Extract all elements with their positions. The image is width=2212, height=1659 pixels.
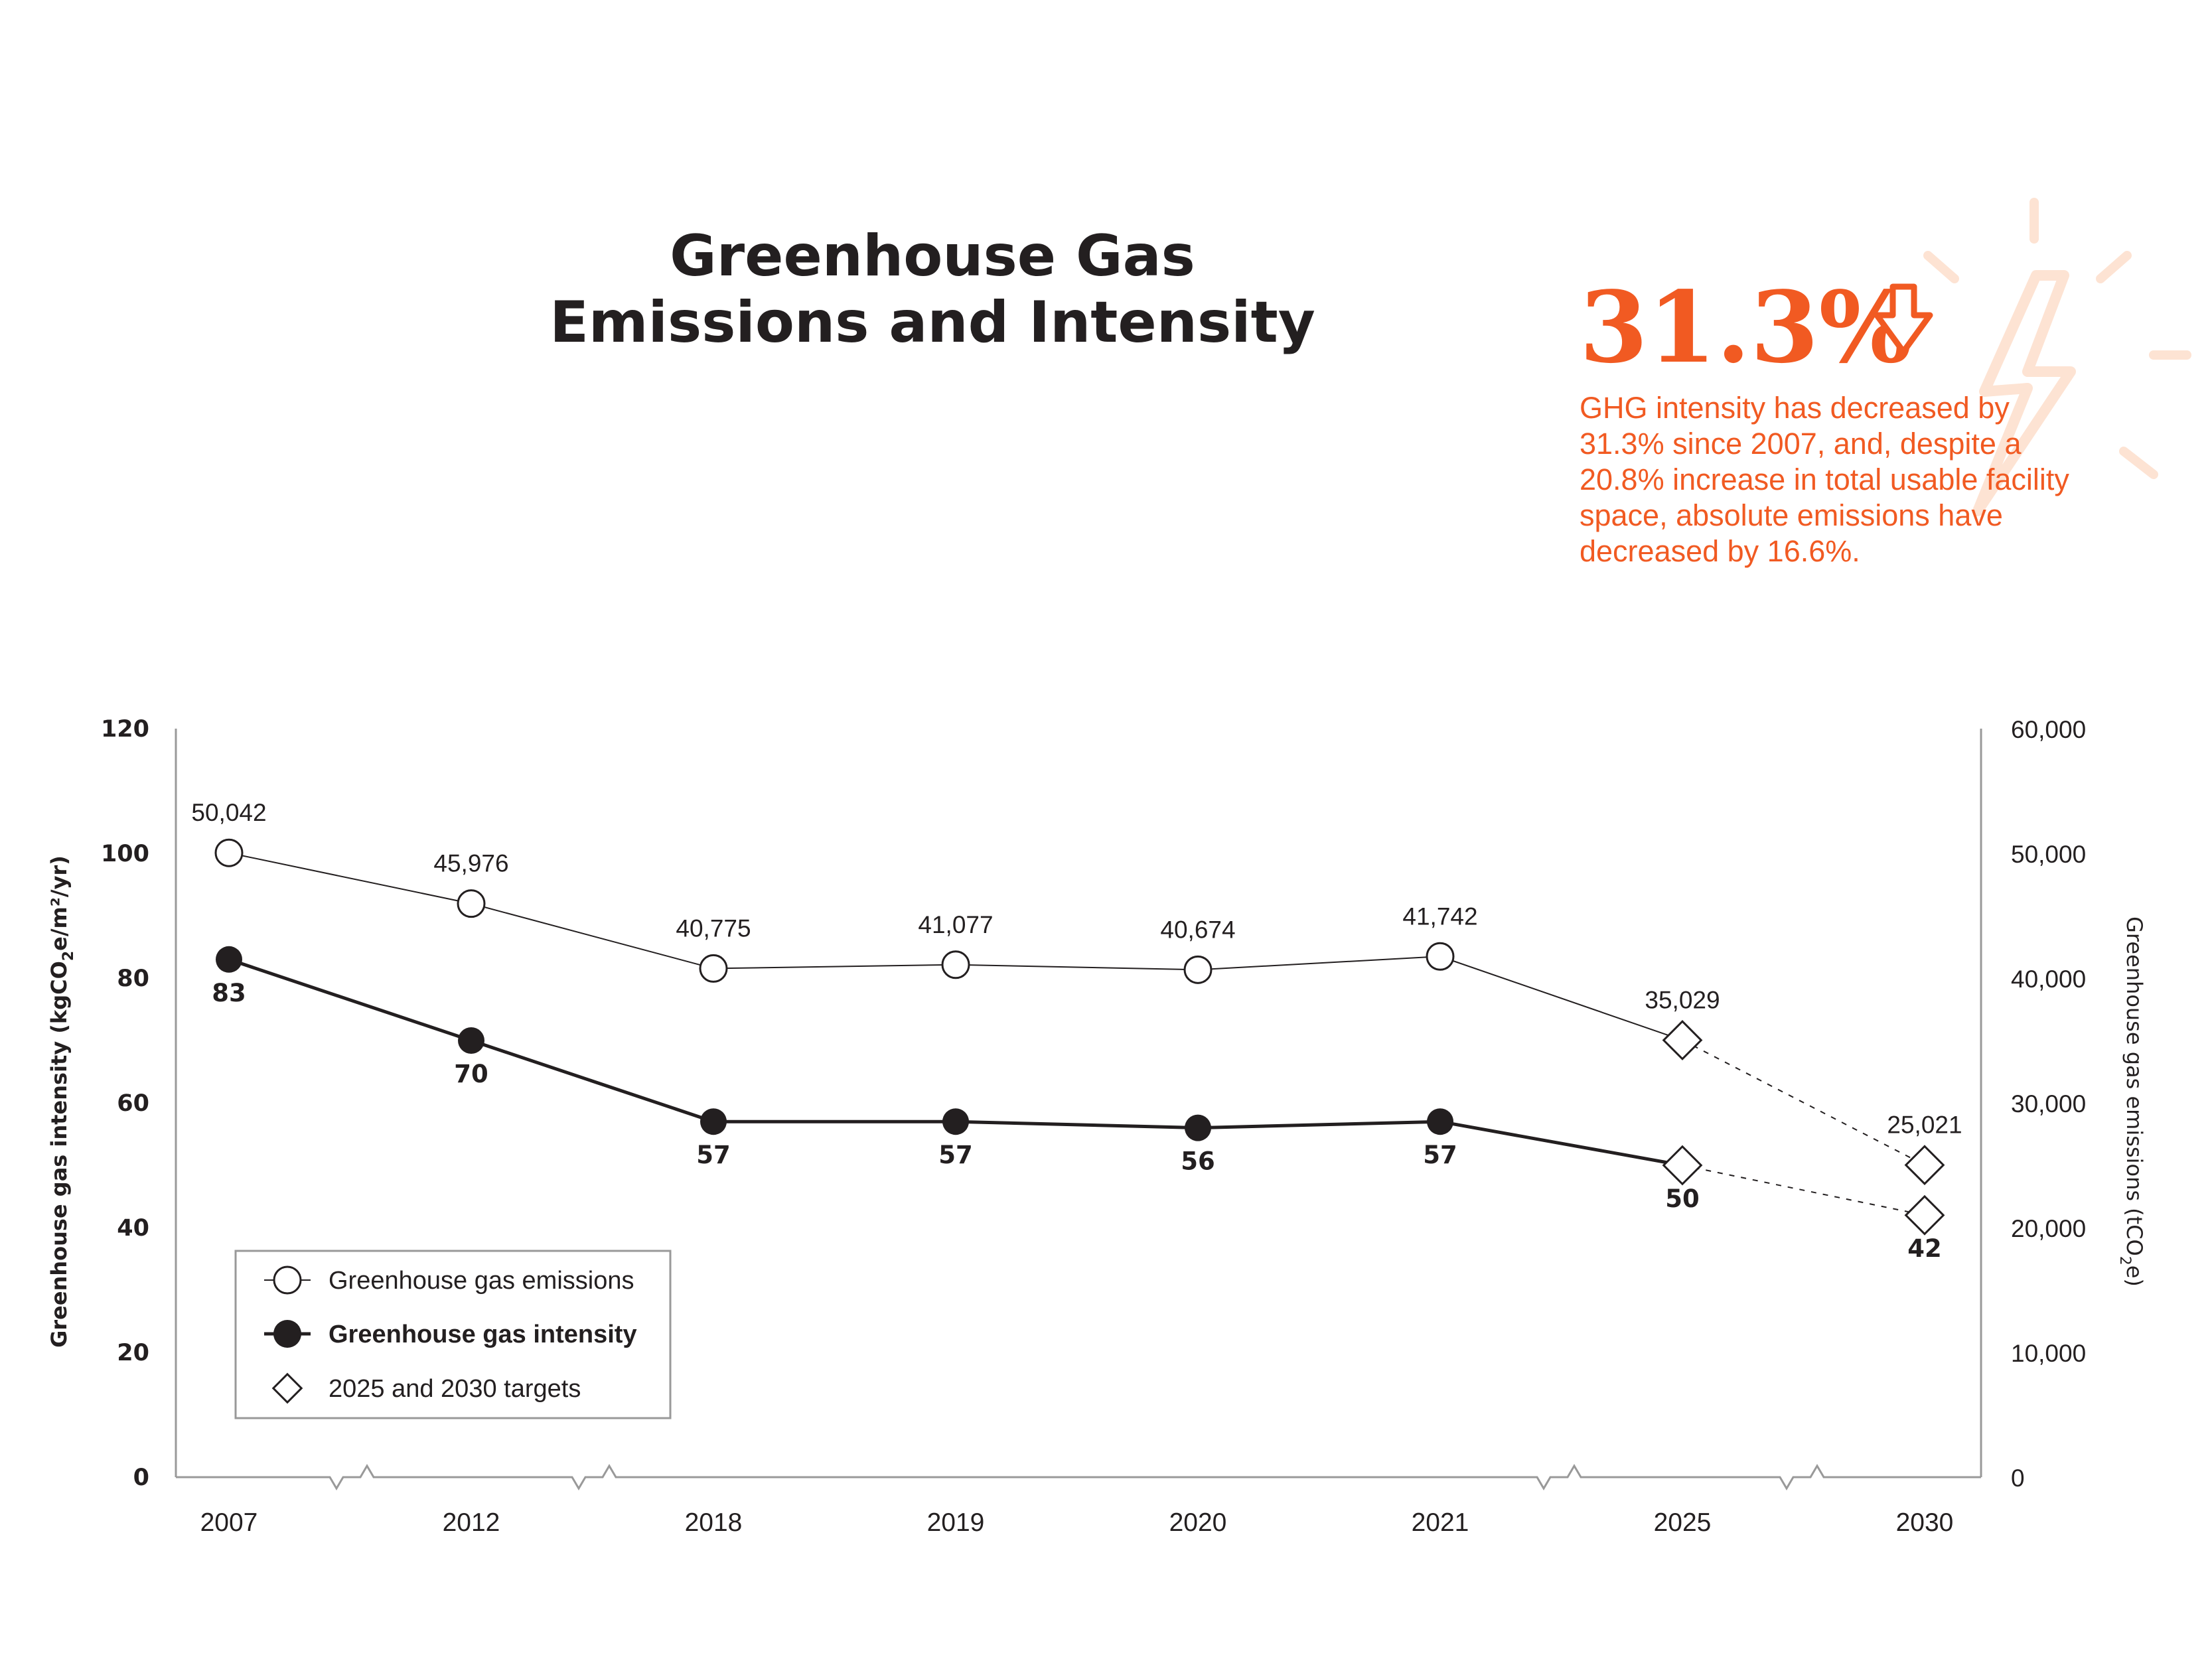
intensity-data-label: 57 — [696, 1141, 731, 1169]
intensity-data-label: 83 — [212, 979, 246, 1007]
x-tick-label: 2030 — [1896, 1508, 1954, 1537]
left-axis-title: Greenhouse gas intensity (kgCO2e/m²/yr) — [46, 855, 77, 1348]
right-axis-title: Greenhouse gas emissions (tCO2e) — [2116, 916, 2147, 1287]
x-tick-label: 2025 — [1654, 1508, 1712, 1537]
intensity-target-line-segment — [1682, 1165, 1925, 1216]
intensity-data-label: 56 — [1181, 1147, 1215, 1176]
callout-line: GHG intensity has decreased by — [1580, 391, 2010, 425]
legend-open-circle-icon — [273, 1265, 302, 1295]
emissions-data-label: 41,742 — [1402, 902, 1477, 930]
lightning-icon — [1923, 198, 2191, 516]
emissions-point — [457, 889, 486, 918]
right-axis-ticks: 0 10,000 20,000 30,000 40,000 50,000 60,… — [2011, 716, 2086, 1492]
callout-line: decreased by 16.6%. — [1580, 534, 1860, 568]
left-tick-label: 0 — [133, 1465, 149, 1491]
right-tick-label: 40,000 — [2011, 966, 2086, 993]
intensity-line-segment — [1439, 1119, 1683, 1167]
callout-line: space, absolute emissions have — [1580, 498, 2003, 532]
callout-line: 20.8% increase in total usable facility — [1580, 463, 2069, 496]
intensity-line-segment — [1197, 1119, 1441, 1130]
right-axis-title-subscript: 2 — [2116, 1256, 2133, 1265]
intensity-line-segment — [228, 958, 472, 1043]
x-tick-label: 2021 — [1412, 1508, 1469, 1537]
chart-title-line-1: Greenhouse Gas — [670, 223, 1195, 289]
emissions-point — [1183, 955, 1213, 984]
emissions-line-segment — [1197, 956, 1441, 971]
callout-big-value: 31.3% — [1580, 269, 1912, 385]
x-axis-line — [176, 1464, 1981, 1490]
x-tick-label: 2020 — [1169, 1508, 1227, 1537]
x-tick-label: 2018 — [685, 1508, 743, 1537]
x-tick-label: 2012 — [443, 1508, 500, 1537]
intensity-target-point — [1904, 1194, 1945, 1236]
left-axis-ticks: 0 20 40 60 80 100 120 — [101, 716, 149, 1491]
right-axis-title-part: e) — [2122, 1265, 2147, 1287]
emissions-target-point — [1904, 1145, 1945, 1186]
emissions-target-line-segment — [1682, 1039, 1925, 1166]
callout-line: 31.3% since 2007, and, despite a — [1580, 427, 2022, 461]
emissions-data-label: 41,077 — [918, 911, 993, 938]
emissions-target-point — [1662, 1020, 1703, 1060]
x-tick-label: 2019 — [927, 1508, 985, 1537]
legend-label-emissions: Greenhouse gas emissions — [329, 1267, 634, 1295]
right-axis-title-part: Greenhouse gas emissions (tCO — [2122, 916, 2147, 1256]
emissions-point — [941, 950, 970, 979]
x-tick-label: 2007 — [200, 1508, 258, 1537]
intensity-point — [1185, 1114, 1211, 1141]
left-tick-label: 120 — [101, 716, 149, 743]
left-tick-label: 80 — [117, 966, 149, 992]
callout-text: GHG intensity has decreased by 31.3% sin… — [1580, 391, 2069, 568]
emissions-line-segment — [228, 852, 472, 904]
emissions-line-segment — [955, 964, 1199, 971]
left-axis-title-subscript: 2 — [60, 951, 77, 961]
right-tick-label: 10,000 — [2011, 1340, 2086, 1367]
right-tick-label: 20,000 — [2011, 1215, 2086, 1242]
left-axis-title-part: e/m²/yr) — [46, 855, 72, 951]
right-tick-label: 30,000 — [2011, 1090, 2086, 1118]
left-axis-title-part: Greenhouse gas intensity (kgCO — [46, 961, 72, 1348]
left-tick-label: 60 — [117, 1090, 149, 1117]
emissions-data-label: 40,674 — [1160, 916, 1235, 943]
emissions-data-label: 35,029 — [1645, 986, 1720, 1013]
emissions-point — [699, 954, 728, 983]
right-tick-label: 50,000 — [2011, 841, 2086, 868]
down-arrow-icon — [1874, 283, 1933, 355]
intensity-point — [1427, 1108, 1453, 1135]
intensity-line-segment — [471, 1039, 714, 1123]
right-tick-label: 60,000 — [2011, 716, 2086, 743]
intensity-point — [216, 946, 242, 973]
emissions-line-segment — [471, 902, 714, 970]
chart-title-line-2: Emissions and Intensity — [550, 289, 1315, 356]
legend: Greenhouse gas emissions Greenhouse gas … — [234, 1250, 672, 1419]
intensity-point — [458, 1027, 484, 1054]
right-tick-label: 0 — [2011, 1465, 2025, 1492]
legend-filled-circle-icon — [273, 1320, 301, 1348]
left-tick-label: 100 — [101, 841, 149, 867]
intensity-point — [942, 1108, 969, 1135]
emissions-point — [214, 838, 244, 867]
legend-open-diamond-icon — [271, 1372, 303, 1404]
left-tick-label: 20 — [117, 1340, 149, 1366]
emissions-data-label: 25,021 — [1887, 1112, 1962, 1139]
emissions-data-label: 40,775 — [676, 914, 751, 942]
series-layer: 50,042 45,976 40,775 41,077 40,674 41,742 35,0… — [191, 799, 1962, 1263]
intensity-target-point — [1662, 1145, 1703, 1186]
emissions-data-label: 50,042 — [191, 799, 266, 826]
intensity-point — [700, 1108, 727, 1135]
intensity-data-label: 50 — [1665, 1185, 1700, 1213]
intensity-data-label: 57 — [1423, 1141, 1457, 1169]
legend-label-intensity: Greenhouse gas intensity — [329, 1321, 637, 1348]
intensity-data-label: 57 — [938, 1141, 973, 1169]
emissions-line-segment — [1439, 956, 1683, 1041]
emissions-point — [1426, 942, 1455, 971]
intensity-data-label: 42 — [1907, 1234, 1942, 1263]
intensity-line-segment — [955, 1119, 1199, 1130]
emissions-data-label: 45,976 — [433, 850, 508, 877]
intensity-data-label: 70 — [454, 1060, 488, 1088]
emissions-line-segment — [713, 964, 956, 970]
x-axis-ticks: 2007 2012 2018 2019 2020 2021 2025 2030 — [200, 1508, 1954, 1537]
legend-label-targets: 2025 and 2030 targets — [329, 1375, 581, 1403]
left-tick-label: 40 — [117, 1215, 149, 1242]
